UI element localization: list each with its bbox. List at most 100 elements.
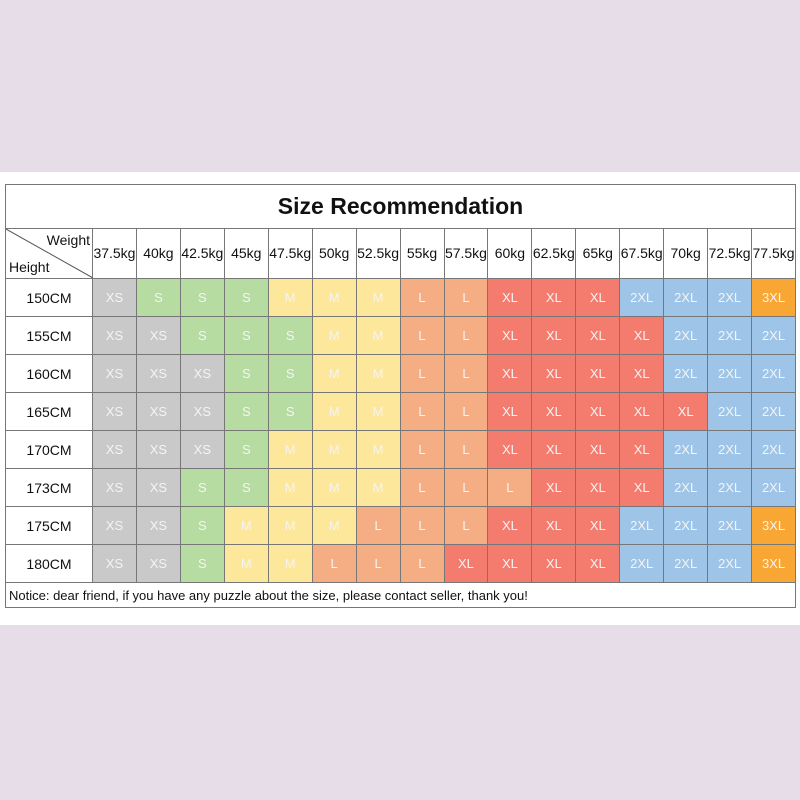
size-cell: L [443,468,489,507]
size-cell: 2XL [663,278,709,317]
size-cell: 2XL [751,316,796,355]
size-cell: 2XL [619,544,665,583]
size-cell: XL [619,316,665,355]
size-cell: M [267,430,313,469]
size-cell: 3XL [751,544,796,583]
size-cell: M [355,468,401,507]
size-cell: M [311,506,357,545]
size-cell: M [311,392,357,431]
size-cell: M [267,544,313,583]
corner-cell: Weight Height [5,228,93,279]
size-cell: 2XL [663,430,709,469]
size-cell: L [399,278,445,317]
size-cell: XS [135,506,181,545]
size-row: 155CM XS XS S S S M M L L XL XL XL XL 2XL 2XL 2XL [5,316,796,355]
size-cell: XL [487,316,533,355]
size-cell: M [267,506,313,545]
size-cell: XL [575,430,621,469]
size-cell: XS [135,392,181,431]
size-cell: 2XL [663,468,709,507]
size-cell: S [135,278,181,317]
size-cell: XL [619,430,665,469]
size-cell: XS [92,544,137,583]
size-cell: 2XL [707,316,753,355]
size-cell: XL [487,354,533,393]
size-cell: 2XL [707,354,753,393]
size-cell: L [399,468,445,507]
table-title: Size Recommendation [5,184,796,229]
size-cell: XS [92,354,137,393]
size-cell: M [267,468,313,507]
size-cell: L [399,544,445,583]
size-cell: 2XL [663,506,709,545]
size-cell: XL [619,468,665,507]
weight-header: 62.5kg [531,228,577,279]
weight-header: 67.5kg [619,228,665,279]
size-cell: S [179,544,225,583]
size-cell: XL [663,392,709,431]
header-row: Weight Height 37.5kg 40kg 42.5kg 45kg 47.5kg 50… [5,228,796,279]
size-cell: XL [487,392,533,431]
size-cell: XL [531,392,577,431]
size-cell: L [443,506,489,545]
size-cell: XS [179,392,225,431]
size-cell: S [223,278,269,317]
notice-row: Notice: dear friend, if you have any puz… [5,582,796,608]
size-cell: S [179,468,225,507]
weight-header: 77.5kg [751,228,796,279]
size-cell: L [399,506,445,545]
size-cell: 2XL [663,544,709,583]
size-row: 160CM XS XS XS S S M M L L XL XL XL XL 2XL 2XL 2XL [5,354,796,393]
size-cell: XL [575,468,621,507]
size-cell: 3XL [751,506,796,545]
weight-header: 47.5kg [267,228,313,279]
size-cell: XL [575,354,621,393]
weight-header: 72.5kg [707,228,753,279]
notice: Notice: dear friend, if you have any puz… [5,582,796,608]
weight-header: 70kg [663,228,709,279]
size-cell: XS [179,354,225,393]
size-cell: 2XL [751,468,796,507]
size-cell: XL [531,506,577,545]
size-cell: S [267,354,313,393]
size-cell: L [399,354,445,393]
size-cell: XS [179,430,225,469]
size-cell: L [399,430,445,469]
size-cell: 2XL [619,278,665,317]
size-cell: M [311,430,357,469]
size-cell: L [399,392,445,431]
size-cell: XS [135,468,181,507]
size-cell: M [311,468,357,507]
height-label: 165CM [5,392,93,431]
height-label: 173CM [5,468,93,507]
size-cell: S [223,392,269,431]
size-cell: L [443,392,489,431]
size-cell: XL [443,544,489,583]
size-cell: XS [92,506,137,545]
height-label: 180CM [5,544,93,583]
size-cell: S [223,468,269,507]
size-cell: XL [575,544,621,583]
size-cell: L [443,430,489,469]
weight-header: 40kg [135,228,181,279]
size-cell: 2XL [707,278,753,317]
size-cell: M [311,316,357,355]
size-cell: 2XL [707,544,753,583]
size-cell: M [355,316,401,355]
size-cell: L [311,544,357,583]
size-cell: XL [531,468,577,507]
size-cell: XS [135,544,181,583]
size-row: 150CM XS S S S M M M L L XL XL XL 2XL 2XL 2XL 3XL [5,278,796,317]
size-cell: S [267,392,313,431]
weight-header: 42.5kg [179,228,225,279]
size-cell: S [223,316,269,355]
size-cell: L [399,316,445,355]
size-cell: 2XL [751,354,796,393]
size-cell: 2XL [751,430,796,469]
size-cell: L [443,278,489,317]
height-label: 160CM [5,354,93,393]
height-label: 170CM [5,430,93,469]
diagonal [6,229,93,278]
size-cell: 2XL [707,468,753,507]
size-cell: L [443,316,489,355]
